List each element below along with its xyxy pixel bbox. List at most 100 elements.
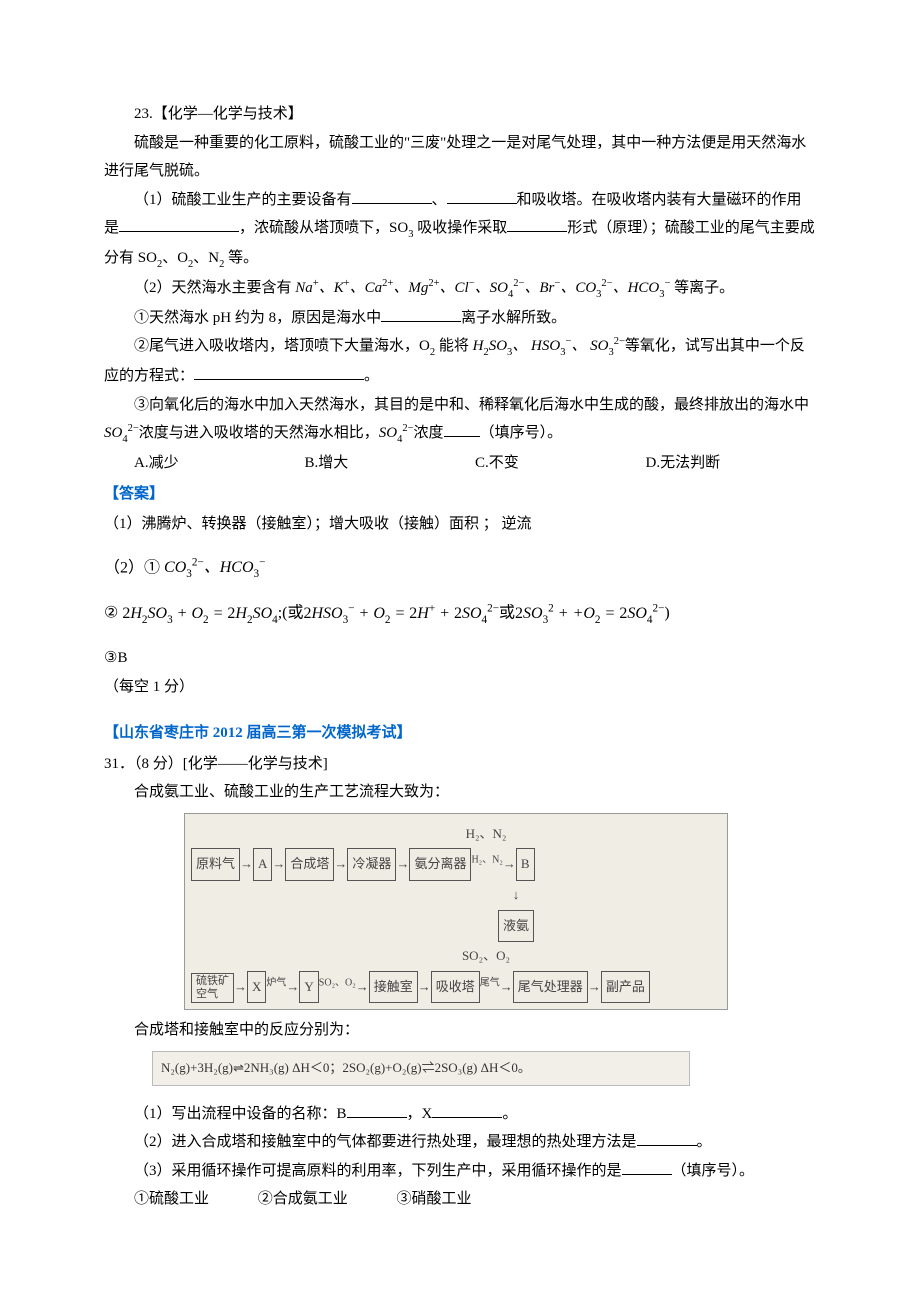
q23-para5: ②尾气进入吸收塔内，塔顶喷下大量海水，O2 能将 H2SO3、 HSO3−、 S…	[104, 332, 816, 390]
blank	[507, 216, 567, 232]
flow-row1: 原料气→A→合成塔→冷凝器→氨分离器H₂、N₂→B	[191, 848, 721, 881]
q23-p2h: 、N	[193, 250, 219, 266]
q23-ans4: ③B	[104, 644, 816, 673]
ans3-eqn2: 2HSO3− + O2 = 2H+ + 2SO42−	[304, 605, 500, 622]
q23-tag: 【化学—化学与技术】	[153, 106, 303, 122]
q31-opt1: ①硫酸工业	[134, 1191, 209, 1207]
ans2-ions: CO32−、HCO3−	[164, 559, 265, 576]
blank	[447, 188, 517, 204]
q23-para3: （2）天然海水主要含有 Na+、K+、Ca2+、Mg2+、Cl−、SO42−、B…	[104, 274, 816, 304]
blank	[622, 1159, 672, 1175]
q31-opts: ①硫酸工业 ②合成氨工业 ③硝酸工业	[104, 1185, 816, 1214]
flow-r1-d: 冷凝器	[347, 848, 396, 881]
q23-a3pre: ②	[104, 605, 118, 622]
flow-bottom-label: SO₂、O₂	[251, 942, 721, 971]
flow-r2-a2: 空气	[196, 988, 218, 1000]
q23-ans2: （2）① CO32−、HCO3−	[104, 553, 816, 585]
sub-2: 2	[219, 259, 224, 270]
q31-line1: 合成氨工业、硫酸工业的生产工艺流程大致为：	[104, 778, 816, 807]
q23-ans5: （每空 1 分）	[104, 673, 816, 702]
q23-options: A.减少 B.增大 C.不变 D.无法判断	[134, 449, 816, 478]
q23-p3ions: 等离子。	[670, 280, 734, 296]
q31-q1c: 。	[502, 1106, 517, 1122]
q31-q1a: （1）写出流程中设备的名称：B	[134, 1106, 347, 1122]
flow-r2-g: 副产品	[601, 971, 650, 1004]
opt-c: C.不变	[475, 449, 646, 478]
q31-q2a: （2）进入合成塔和接触室中的气体都要进行热处理，最理想的热处理方法是	[134, 1134, 637, 1150]
flow-r2-g1: 炉气	[266, 977, 286, 988]
q31-q2b: 。	[697, 1134, 712, 1150]
flow-row2: 硫铁矿空气→X炉气→YSO₂、O₂→接触室→吸收塔尾气→尾气处理器→副产品	[191, 971, 721, 1004]
q23-p2e: 吸收操作采取	[413, 220, 507, 236]
so4-2: SO42−	[379, 425, 414, 441]
q31-source: 【山东省枣庄市 2012 届高三第一次模拟考试】	[104, 719, 816, 748]
flow-r2-d: 接触室	[369, 971, 418, 1004]
flowchart-figure: H₂、N₂ 原料气→A→合成塔→冷凝器→氨分离器H₂、N₂→B ↓液氨 SO₂、…	[184, 813, 728, 1011]
q23-p6b: 浓度与进入吸收塔的天然海水相比，	[139, 425, 379, 441]
flow-r2-c: Y	[299, 971, 318, 1004]
q23-p6a: ③向氧化后的海水中加入天然海水，其目的是中和、稀释氧化后海水中生成的酸，最终排放…	[134, 397, 809, 413]
q31-q3a: （3）采用循环操作可提高原料的利用率，下列生产中，采用循环操作的是	[134, 1163, 622, 1179]
q23-a3or2: 或	[499, 605, 515, 622]
q23-heading: 23.【化学—化学与技术】	[104, 100, 816, 129]
flow-r2-a: 硫铁矿空气	[191, 973, 234, 1003]
sub-2: 2	[430, 347, 435, 358]
q31-q3b: （填序号）。	[672, 1163, 755, 1179]
blank	[352, 188, 432, 204]
q23-ans1: （1）沸腾炉、转换器（接触室）；增大吸收（接触）面积 ； 逆流	[104, 510, 816, 539]
q23-p2i: 等。	[224, 250, 258, 266]
q31-opt2: ②合成氨工业	[258, 1191, 348, 1207]
opt-b: B.增大	[305, 449, 476, 478]
q31-heading: 31．（8 分）[化学——化学与技术]	[104, 750, 816, 779]
q23-p3: （2）天然海水主要含有	[134, 280, 292, 296]
sub-2: 2	[157, 259, 162, 270]
q23-p5a: ②尾气进入吸收塔内，塔顶喷下大量海水，O	[134, 338, 430, 354]
q23-p2a: （1）硫酸工业生产的主要设备有	[134, 192, 352, 208]
q31-tag: [化学——化学与技术]	[183, 756, 328, 772]
species-list: H2SO3、 HSO3−、 SO32−	[473, 338, 625, 354]
flow-r1-label: H₂、N₂	[471, 855, 502, 866]
q31-eqn: N₂(g)+3H₂(g)⇌2NH₃(g) ΔH＜0；2SO₂(g)+O₂(g)⇌…	[152, 1051, 690, 1086]
blank	[637, 1130, 697, 1146]
q23-p6d: （填序号）。	[480, 425, 563, 441]
q23-p5d: 。	[364, 368, 379, 384]
q31-number: 31．	[104, 756, 134, 772]
so4-1: SO42−	[104, 425, 139, 441]
q23-para1: 硫酸是一种重要的化工原料，硫酸工业的"三废"处理之一是对尾气处理，其中一种方法便…	[104, 129, 816, 186]
flow-r1-f: B	[516, 848, 535, 881]
blank	[119, 216, 239, 232]
ion-list: Na+、K+、Ca2+、Mg2+、Cl−、SO42−、Br−、CO32−、HCO…	[295, 280, 670, 296]
answer-label: 【答案】	[104, 480, 816, 509]
flow-mid: ↓液氨	[311, 881, 721, 942]
q23-p4b: 离子水解所致。	[461, 310, 566, 326]
sub-2: 2	[188, 259, 193, 270]
flow-r2-g2: SO₂、O₂	[319, 977, 356, 988]
ans3-eqn3: 2SO32 + +O2 = 2SO42−	[515, 605, 664, 622]
q23-p2b: 、	[432, 192, 447, 208]
flow-r1-c: 合成塔	[285, 848, 334, 881]
flow-r2-e: 吸收塔	[431, 971, 480, 1004]
flow-r2-b: X	[247, 971, 266, 1004]
q23-para6: ③向氧化后的海水中加入天然海水，其目的是中和、稀释氧化后海水中生成的酸，最终排放…	[104, 391, 816, 449]
q31-q3: （3）采用循环操作可提高原料的利用率，下列生产中，采用循环操作的是 （填序号）。	[104, 1157, 816, 1186]
flow-r2-g3: 尾气	[480, 977, 500, 988]
q23-para4: ①天然海水 pH 约为 8，原因是海水中 离子水解所致。	[104, 304, 816, 333]
blank	[381, 306, 461, 322]
q31-line2: 合成塔和接触室中的反应分别为：	[104, 1016, 816, 1045]
q23-p5b: 能将	[435, 338, 469, 354]
flow-top-label: H₂、N₂	[251, 820, 721, 849]
flow-mid-box: 液氨	[498, 910, 534, 943]
ans3-eqn: 2H2SO3 + O2 = 2H2SO4	[122, 605, 277, 622]
sub-3: 3	[408, 229, 413, 240]
flow-r1-e: 氨分离器	[409, 848, 471, 881]
q23-p2d: ，浓硫酸从塔顶喷下，SO	[239, 220, 408, 236]
blank	[432, 1102, 502, 1118]
blank	[444, 421, 480, 437]
q23-para2: （1）硫酸工业生产的主要设备有、和吸收塔。在吸收塔内装有大量磁环的作用是，浓硫酸…	[104, 186, 816, 274]
q31-q1: （1）写出流程中设备的名称：B，X。	[104, 1100, 816, 1129]
blank	[347, 1102, 407, 1118]
flow-r1-a: 原料气	[191, 848, 240, 881]
q23-p4a: ①天然海水 pH 约为 8，原因是海水中	[134, 310, 381, 326]
q31-marks: （8 分）	[134, 756, 183, 772]
blank	[194, 364, 364, 380]
